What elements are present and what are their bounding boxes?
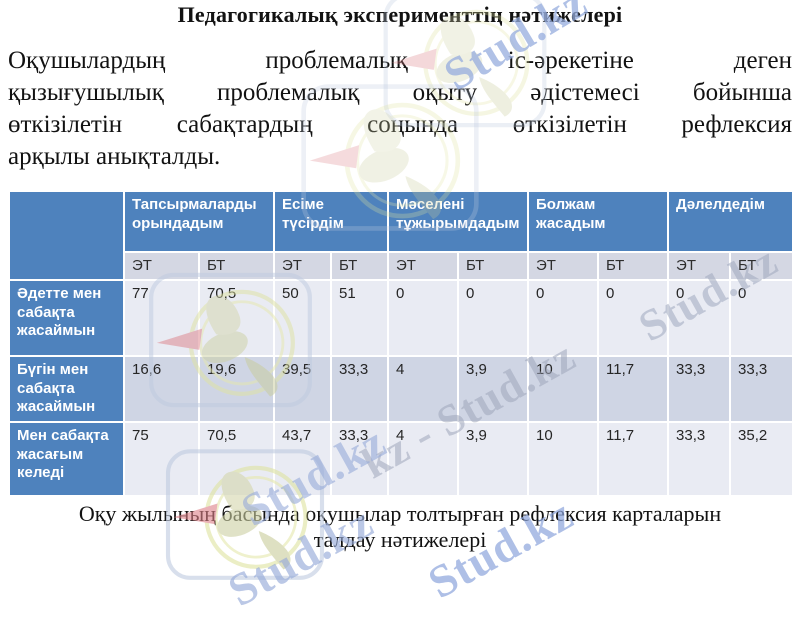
subheader-cell: БТ (729, 251, 795, 281)
caption-line: Оқу жылының басында оқушылар толтырған р… (78, 501, 722, 526)
table-subheader-row: ЭТ БТ ЭТ БТ ЭТ БТ ЭТ БТ ЭТ БТ (9, 251, 795, 281)
value-cell: 70,5 (197, 278, 276, 357)
value-cell: 39,5 (273, 354, 333, 423)
subheader-cell: ЭТ (387, 251, 460, 281)
value-cell: 33,3 (330, 420, 390, 497)
paragraph-line: Оқушылардың проблемалық іс-әрекетіне деген (8, 47, 792, 74)
paragraph-line: арқылы анықталды. (8, 143, 221, 170)
group-header: Болжам жасадым (527, 190, 670, 253)
table-row: Бүгін мен сабақта жасаймын 16,6 19,6 39,… (8, 354, 795, 423)
subheader-cell: БТ (197, 251, 276, 281)
corner-cell (8, 190, 125, 281)
value-cell: 51 (330, 278, 390, 357)
value-cell: 11,7 (597, 420, 670, 497)
paragraph-line: қызығушылық проблемалық оқыту әдістемесі бой… (8, 79, 792, 106)
group-header: Мәселені тұжырымдадым (387, 190, 530, 253)
subheader-cell: ЭТ (273, 251, 333, 281)
value-cell: 3,9 (457, 420, 530, 497)
table-row: Мен сабақта жасағым келеді 75 70,5 43,7 … (8, 420, 795, 497)
table-caption: Оқу жылының басында оқушылар толтырған р… (0, 501, 800, 553)
value-cell: 35,2 (729, 420, 795, 497)
value-cell: 0 (597, 278, 670, 357)
value-cell: 4 (387, 420, 460, 497)
value-cell: 4 (387, 354, 460, 423)
value-cell: 75 (123, 420, 200, 497)
value-cell: 33,3 (330, 354, 390, 423)
subheader-cell: ЭТ (667, 251, 732, 281)
value-cell: 0 (387, 278, 460, 357)
page-title: Педагогикалық эксперименттің нәтижелері (177, 2, 623, 27)
row-label: Бүгін мен сабақта жасаймын (8, 354, 125, 423)
group-header: Тапсырмаларды орындадым (122, 190, 276, 253)
value-cell: 70,5 (197, 420, 276, 497)
value-cell: 33,3 (729, 354, 795, 423)
group-header: Есіме түсірдім (273, 190, 390, 253)
value-cell: 3,9 (457, 354, 530, 423)
value-cell: 0 (527, 278, 600, 357)
value-cell: 19,6 (197, 354, 276, 423)
value-cell: 16,6 (123, 354, 200, 423)
value-cell: 33,3 (667, 354, 732, 423)
value-cell: 50 (273, 278, 333, 357)
value-cell: 10 (527, 354, 600, 423)
group-header: Дәлелдедім (667, 190, 795, 253)
table-row: Әдетте мен сабақта жасаймын 77 70,5 50 5… (8, 278, 795, 357)
value-cell: 43,7 (273, 420, 333, 497)
value-cell: 0 (729, 278, 795, 357)
subheader-cell: ЭТ (123, 251, 200, 281)
value-cell: 0 (667, 278, 732, 357)
subheader-cell: БТ (597, 251, 670, 281)
value-cell: 77 (123, 278, 200, 357)
value-cell: 0 (457, 278, 530, 357)
subheader-cell: БТ (457, 251, 530, 281)
table-header-row: Тапсырмаларды орындадым Есіме түсірдім М… (8, 190, 795, 281)
value-cell: 10 (527, 420, 600, 497)
value-cell: 11,7 (597, 354, 670, 423)
results-table: Тапсырмаларды орындадым Есіме түсірдім М… (8, 190, 795, 497)
paragraph-line: өткізілетін сабақтардың соңында өткізілетін… (8, 111, 792, 138)
value-cell: 33,3 (667, 420, 732, 497)
row-label: Әдетте мен сабақта жасаймын (8, 278, 125, 357)
subheader-cell: БТ (330, 251, 390, 281)
caption-line: талдау нәтижелері (313, 527, 487, 552)
subheader-cell: ЭТ (527, 251, 600, 281)
intro-paragraph: Оқушылардың проблемалық іс-әрекетіне деген … (8, 47, 792, 175)
row-label: Мен сабақта жасағым келеді (8, 420, 125, 497)
